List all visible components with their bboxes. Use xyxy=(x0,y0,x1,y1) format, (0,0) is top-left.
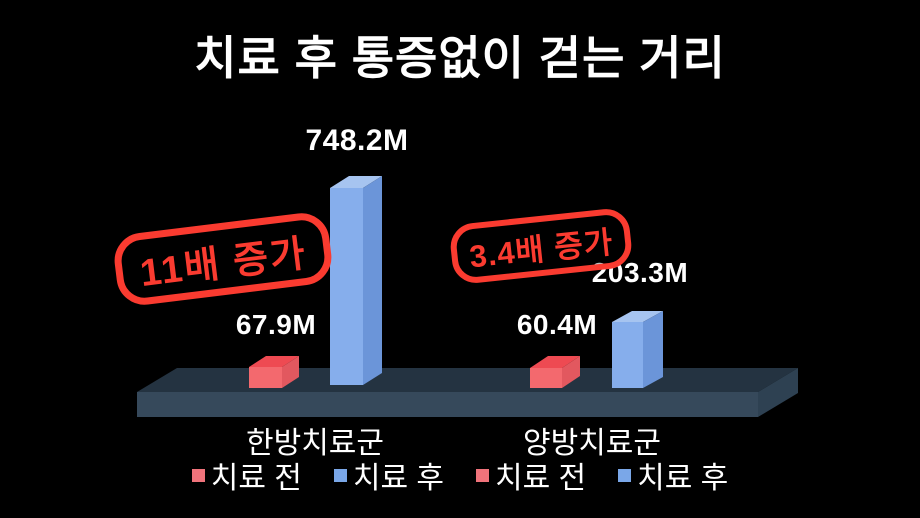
increase-stamp-group2-text: 3.4배 증가 xyxy=(467,224,615,274)
legend-swatch-blue-icon xyxy=(333,468,347,482)
legend-item-after-1: 치료 후 xyxy=(333,453,444,497)
legend-item-before-1: 치료 전 xyxy=(191,453,302,497)
chart-title: 치료 후 통증없이 걷는 거리 xyxy=(194,32,726,84)
bar-group2-after-front xyxy=(612,322,643,388)
bar-group2-after-top xyxy=(612,311,663,322)
value-label-group1-after: 748.2M xyxy=(305,124,409,157)
value-label-group2-before: 60.4M xyxy=(516,309,598,340)
increase-stamp-group1-text: 11배 증가 xyxy=(137,232,310,295)
legend-swatch-red-icon xyxy=(191,468,205,482)
bar-group1-before-side xyxy=(282,356,299,388)
legend-label: 치료 전 xyxy=(495,462,587,495)
platform-front-face xyxy=(137,392,758,417)
bar-group1-after-top xyxy=(330,176,382,188)
legend-label: 치료 전 xyxy=(210,462,302,495)
platform-top-face xyxy=(137,368,798,392)
bar-group1-after-front xyxy=(330,188,363,385)
platform-side-face xyxy=(758,368,798,417)
category-label-group1: 한방치료군 xyxy=(246,427,384,460)
legend-item-before-2: 치료 전 xyxy=(476,453,586,497)
bar-group1-after-side xyxy=(363,176,382,385)
value-label-group2-after: 203.3M xyxy=(591,257,689,288)
legend-label: 치료 후 xyxy=(352,462,444,495)
legend-swatch-red-icon xyxy=(476,468,489,482)
value-label-group1-before: 67.9M xyxy=(235,309,317,340)
legend-label: 치료 후 xyxy=(637,462,729,495)
legend-item-after-2: 치료 후 xyxy=(618,453,728,497)
bar-group2-after-side xyxy=(643,311,663,388)
category-label-group2: 양방치료군 xyxy=(523,427,661,460)
legend-swatch-blue-icon xyxy=(618,468,632,482)
bar-group2-before-front xyxy=(530,368,562,388)
bar-group1-before-front xyxy=(249,367,282,388)
bar-group1-before-top xyxy=(249,356,299,367)
bar-group2-before-side xyxy=(562,356,580,388)
legend: 치료 전 치료 후 치료 전 치료 후 xyxy=(0,455,920,495)
bar-group2-before-top xyxy=(530,356,580,368)
